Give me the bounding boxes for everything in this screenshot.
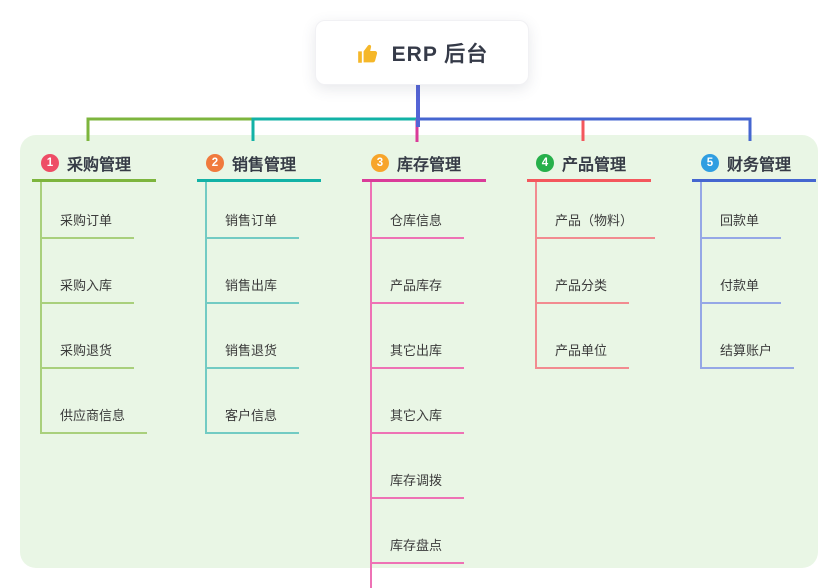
branch-label: 销售管理	[232, 156, 297, 174]
tree-item-label: 付款单	[720, 278, 760, 293]
branch-items: 采购订单 采购入库 采购退货 供应商信息	[40, 182, 192, 434]
tree-item[interactable]: 产品单位	[537, 304, 630, 369]
tree-item-label: 仓库信息	[390, 213, 443, 228]
tree-item[interactable]: 产品库存	[372, 239, 465, 304]
thumbs-up-icon	[357, 44, 377, 63]
tree-item-label: 客户信息	[225, 408, 278, 423]
tree-item-label: 产品库存	[390, 278, 443, 293]
tree-item[interactable]: 供应商信息	[42, 369, 148, 434]
branch-number-badge: 3	[371, 153, 389, 172]
branch-items: 产品（物料） 产品分类 产品单位	[535, 182, 687, 369]
tree-item[interactable]: 仓库信息	[372, 182, 465, 239]
branch-purchase: 1 采购管理 采购订单 采购入库 采购退货 供应商信息	[32, 146, 192, 434]
tree-item-label: 采购退货	[60, 343, 113, 358]
branch-number-badge: 5	[701, 153, 719, 172]
tree-item[interactable]: 采购退货	[42, 304, 135, 369]
tree-item[interactable]: 产品（物料）	[537, 182, 656, 239]
root-node-erp[interactable]: ERP 后台	[315, 20, 529, 85]
root-node-label: ERP 后台	[391, 42, 489, 66]
tree-item-label: 采购入库	[60, 278, 113, 293]
tree-item-label: 产品（物料）	[555, 213, 634, 228]
tree-item[interactable]: 销售订单	[207, 182, 300, 239]
tree-item[interactable]: 付款单	[702, 239, 782, 304]
branch-label: 财务管理	[727, 156, 792, 174]
tree-item-label: 库存盘点	[390, 538, 443, 553]
tree-item-label: 供应商信息	[60, 408, 126, 423]
branch-items: 仓库信息 产品库存 其它出库 其它入库 库存调拨 库存盘点 出库库明细	[370, 182, 522, 588]
tree-item[interactable]: 其它出库	[372, 304, 465, 369]
tree-item[interactable]: 库存调拨	[372, 434, 465, 499]
branch-label: 采购管理	[67, 156, 132, 174]
tree-item[interactable]: 其它入库	[372, 369, 465, 434]
branch-number-badge: 2	[206, 153, 224, 172]
tree-item-label: 结算账户	[720, 343, 773, 358]
tree-item[interactable]: 结算账户	[702, 304, 795, 369]
tree-item[interactable]: 销售出库	[207, 239, 300, 304]
branch-number-badge: 4	[536, 153, 554, 172]
branch-label: 库存管理	[397, 156, 462, 174]
branch-label: 产品管理	[562, 156, 627, 174]
tree-item[interactable]: 客户信息	[207, 369, 300, 434]
tree-item-label: 产品分类	[555, 278, 608, 293]
tree-item-label: 其它出库	[390, 343, 443, 358]
tree-item-label: 销售订单	[225, 213, 278, 228]
branch-sales: 2 销售管理 销售订单 销售出库 销售退货 客户信息	[197, 146, 357, 434]
branch-finance: 5 财务管理 回款单 付款单 结算账户	[692, 146, 839, 369]
tree-item-label: 采购订单	[60, 213, 113, 228]
tree-item[interactable]: 回款单	[702, 182, 782, 239]
tree-item-label: 销售退货	[225, 343, 278, 358]
tree-item[interactable]: 采购入库	[42, 239, 135, 304]
tree-item-label: 其它入库	[390, 408, 443, 423]
tree-item[interactable]: 库存盘点	[372, 499, 465, 564]
branch-title-inventory[interactable]: 3 库存管理	[362, 146, 486, 182]
tree-item-label: 回款单	[720, 213, 760, 228]
tree-item[interactable]: 出库库明细	[372, 564, 477, 588]
branch-items: 销售订单 销售出库 销售退货 客户信息	[205, 182, 357, 434]
tree-item-label: 库存调拨	[390, 473, 443, 488]
branch-number-badge: 1	[41, 153, 59, 172]
branch-title-product[interactable]: 4 产品管理	[527, 146, 651, 182]
tree-item[interactable]: 销售退货	[207, 304, 300, 369]
branch-title-purchase[interactable]: 1 采购管理	[32, 146, 156, 182]
branch-title-sales[interactable]: 2 销售管理	[197, 146, 321, 182]
branches-panel	[20, 135, 818, 568]
branch-title-finance[interactable]: 5 财务管理	[692, 146, 816, 182]
tree-item[interactable]: 采购订单	[42, 182, 135, 239]
branch-inventory: 3 库存管理 仓库信息 产品库存 其它出库 其它入库 库存调拨 库存盘点 出库库…	[362, 146, 522, 588]
tree-item-label: 销售出库	[225, 278, 278, 293]
branch-product: 4 产品管理 产品（物料） 产品分类 产品单位	[527, 146, 687, 369]
branch-items: 回款单 付款单 结算账户	[700, 182, 839, 369]
tree-item-label: 产品单位	[555, 343, 608, 358]
tree-item[interactable]: 产品分类	[537, 239, 630, 304]
